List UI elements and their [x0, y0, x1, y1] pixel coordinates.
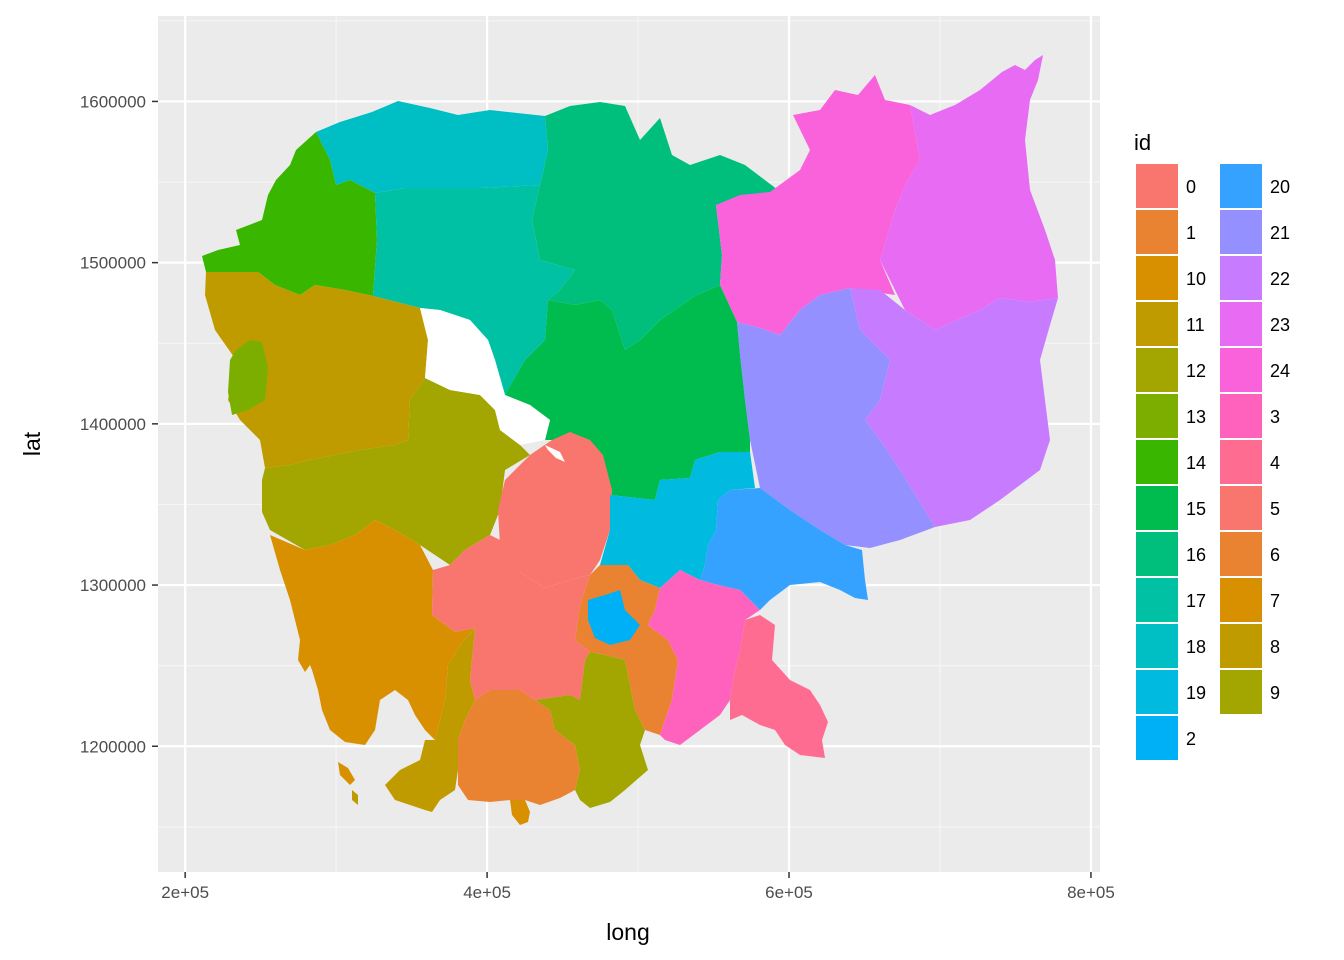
y-tick-label: 1500000	[80, 254, 146, 273]
region-12	[262, 378, 530, 565]
legend-label-18: 18	[1186, 637, 1206, 657]
legend-key-19	[1136, 670, 1178, 714]
region-13	[228, 340, 268, 415]
legend-label-7: 7	[1270, 591, 1280, 611]
region-4	[730, 615, 828, 758]
legend-key-8	[1220, 624, 1262, 668]
legend-entries: 0 1 10 11 12 13 14 15 16 17 18 19 2 20 21 22 23 24 3 4 5 6 7 8 9	[1136, 164, 1290, 760]
x-axis: 2e+05 4e+05 6e+05 8e+05	[161, 872, 1115, 902]
legend-key-7	[1220, 578, 1262, 622]
region-7	[270, 520, 475, 745]
region-5	[432, 535, 590, 700]
legend-label-3: 3	[1270, 407, 1280, 427]
region-3	[648, 570, 760, 745]
legend-label-9: 9	[1270, 683, 1280, 703]
legend-label-15: 15	[1186, 499, 1206, 519]
legend-key-20	[1220, 164, 1262, 208]
y-axis: 1200000 1300000 1400000 1500000 1600000	[80, 92, 158, 756]
legend-key-13	[1136, 394, 1178, 438]
legend-label-10: 10	[1186, 269, 1206, 289]
legend-key-6	[1220, 532, 1262, 576]
legend-label-1: 1	[1186, 223, 1196, 243]
region-6	[458, 690, 580, 805]
y-tick-label: 1600000	[80, 92, 146, 111]
legend-label-21: 21	[1270, 223, 1290, 243]
legend-label-4: 4	[1270, 453, 1280, 473]
legend-label-22: 22	[1270, 269, 1290, 289]
legend-label-6: 6	[1270, 545, 1280, 565]
region-8	[385, 628, 475, 812]
legend-key-5	[1220, 486, 1262, 530]
legend-label-19: 19	[1186, 683, 1206, 703]
x-tick-label: 4e+05	[463, 883, 511, 902]
region-9	[535, 652, 648, 808]
region-24	[716, 75, 920, 335]
legend-key-12	[1136, 348, 1178, 392]
region-16	[532, 102, 778, 350]
legend-label-24: 24	[1270, 361, 1290, 381]
island-8-a	[352, 790, 358, 805]
map-regions	[202, 55, 1058, 825]
legend-label-5: 5	[1270, 499, 1280, 519]
legend-key-15	[1136, 486, 1178, 530]
region-11	[205, 272, 428, 468]
legend-key-23	[1220, 302, 1262, 346]
legend-key-14	[1136, 440, 1178, 484]
region-20	[700, 488, 868, 610]
legend-key-16	[1136, 532, 1178, 576]
legend-label-11: 11	[1186, 315, 1205, 335]
island-7-b	[338, 762, 355, 785]
legend-label-0: 0	[1186, 177, 1196, 197]
legend: id 0 1 10 11 12 13 14 15 16 17 18 19 2 20 21 22 23 24 3 4 5 6…	[1134, 130, 1290, 760]
legend-key-1	[1136, 210, 1178, 254]
legend-key-2	[1136, 716, 1178, 760]
y-tick-label: 1200000	[80, 737, 146, 756]
region-14	[202, 132, 377, 296]
legend-label-14: 14	[1186, 453, 1206, 473]
region-21	[737, 288, 935, 548]
x-tick-label: 2e+05	[161, 883, 209, 902]
y-axis-title: lat	[19, 431, 45, 456]
legend-label-17: 17	[1186, 591, 1206, 611]
legend-label-20: 20	[1270, 177, 1290, 197]
legend-key-17	[1136, 578, 1178, 622]
tonle-sap-lake	[420, 308, 550, 445]
region-2	[588, 590, 640, 645]
legend-label-8: 8	[1270, 637, 1280, 657]
y-tick-label: 1300000	[80, 576, 146, 595]
legend-label-13: 13	[1186, 407, 1206, 427]
river-mark	[545, 445, 565, 462]
legend-label-23: 23	[1270, 315, 1290, 335]
legend-key-22	[1220, 256, 1262, 300]
x-tick-label: 8e+05	[1067, 883, 1115, 902]
legend-key-24	[1220, 348, 1262, 392]
region-0	[498, 432, 612, 588]
region-10	[510, 800, 530, 825]
legend-label-2: 2	[1186, 729, 1196, 749]
legend-key-10	[1136, 256, 1178, 300]
region-18	[316, 101, 548, 193]
legend-title: id	[1134, 130, 1151, 155]
legend-key-11	[1136, 302, 1178, 346]
legend-key-4	[1220, 440, 1262, 484]
region-19	[600, 452, 755, 588]
legend-label-16: 16	[1186, 545, 1206, 565]
legend-key-18	[1136, 624, 1178, 668]
x-tick-label: 6e+05	[765, 883, 813, 902]
y-tick-label: 1400000	[80, 415, 146, 434]
legend-key-21	[1220, 210, 1262, 254]
region-17	[373, 185, 575, 395]
legend-key-9	[1220, 670, 1262, 714]
legend-key-0	[1136, 164, 1178, 208]
island-7-a	[298, 640, 310, 672]
x-axis-title: long	[606, 919, 649, 945]
region-23	[880, 55, 1058, 330]
legend-key-3	[1220, 394, 1262, 438]
region-15	[505, 285, 750, 500]
region-22	[850, 288, 1058, 527]
legend-label-12: 12	[1186, 361, 1206, 381]
